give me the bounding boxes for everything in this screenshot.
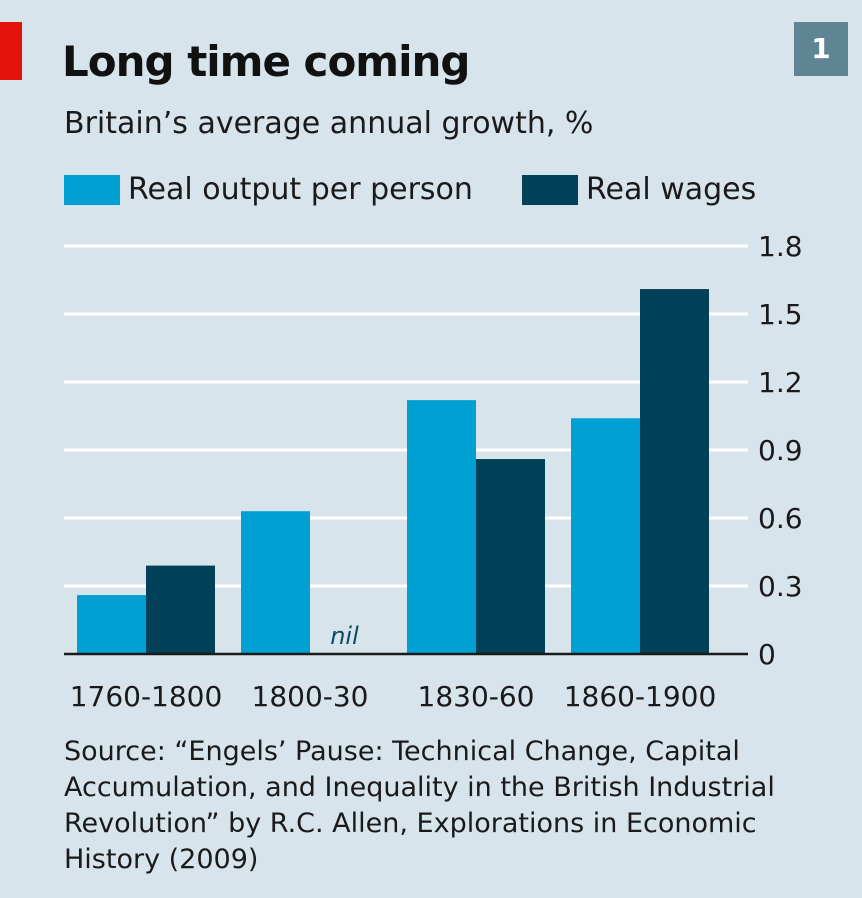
y-tick-label: 1.5 [758,298,803,331]
nil-annotation: nil [330,622,359,650]
y-tick-label: 0.6 [758,502,803,535]
legend-label-real-output: Real output per person [128,172,473,207]
y-tick-label: 1.2 [758,366,803,399]
x-tick-label: 1760-1800 [70,680,223,713]
source-note: Source: “Engels’ Pause: Technical Change… [64,736,775,875]
legend-swatch-real-wages [522,175,578,205]
bar-real-output-1860-1900 [571,418,640,654]
bar-real-output-1760-1800 [77,595,146,654]
bar-chart: 0 0.3 0.6 0.9 1.2 1.5 1.8 1760-1800 1800-30 1830-… [64,230,803,713]
accent-tab [0,22,22,80]
legend-item-real-output: Real output per person [64,170,473,210]
x-tick-label: 1860-1900 [564,680,717,713]
bar-real-output-1800-30 [241,511,310,654]
bar-real-output-1830-60 [407,400,476,654]
y-tick-label: 0.3 [758,570,803,603]
y-tick-label: 0 [758,638,776,671]
legend-swatch-real-output [64,175,120,205]
bar-real-wages-1760-1800 [146,565,215,654]
y-tick-label: 0.9 [758,434,803,467]
y-tick-label: 1.8 [758,230,803,263]
legend-label-real-wages: Real wages [586,172,757,207]
bar-real-wages-1860-1900 [640,289,709,654]
legend-item-real-wages: Real wages [522,170,756,210]
x-tick-label: 1830-60 [418,680,535,713]
chart-subtitle: Britain’s average annual growth, % [64,106,594,141]
chart-number-badge: 1 [794,22,848,76]
x-tick-label: 1800-30 [252,680,369,713]
bar-real-wages-1830-60 [476,459,545,654]
chart-title: Long time coming [62,37,470,86]
